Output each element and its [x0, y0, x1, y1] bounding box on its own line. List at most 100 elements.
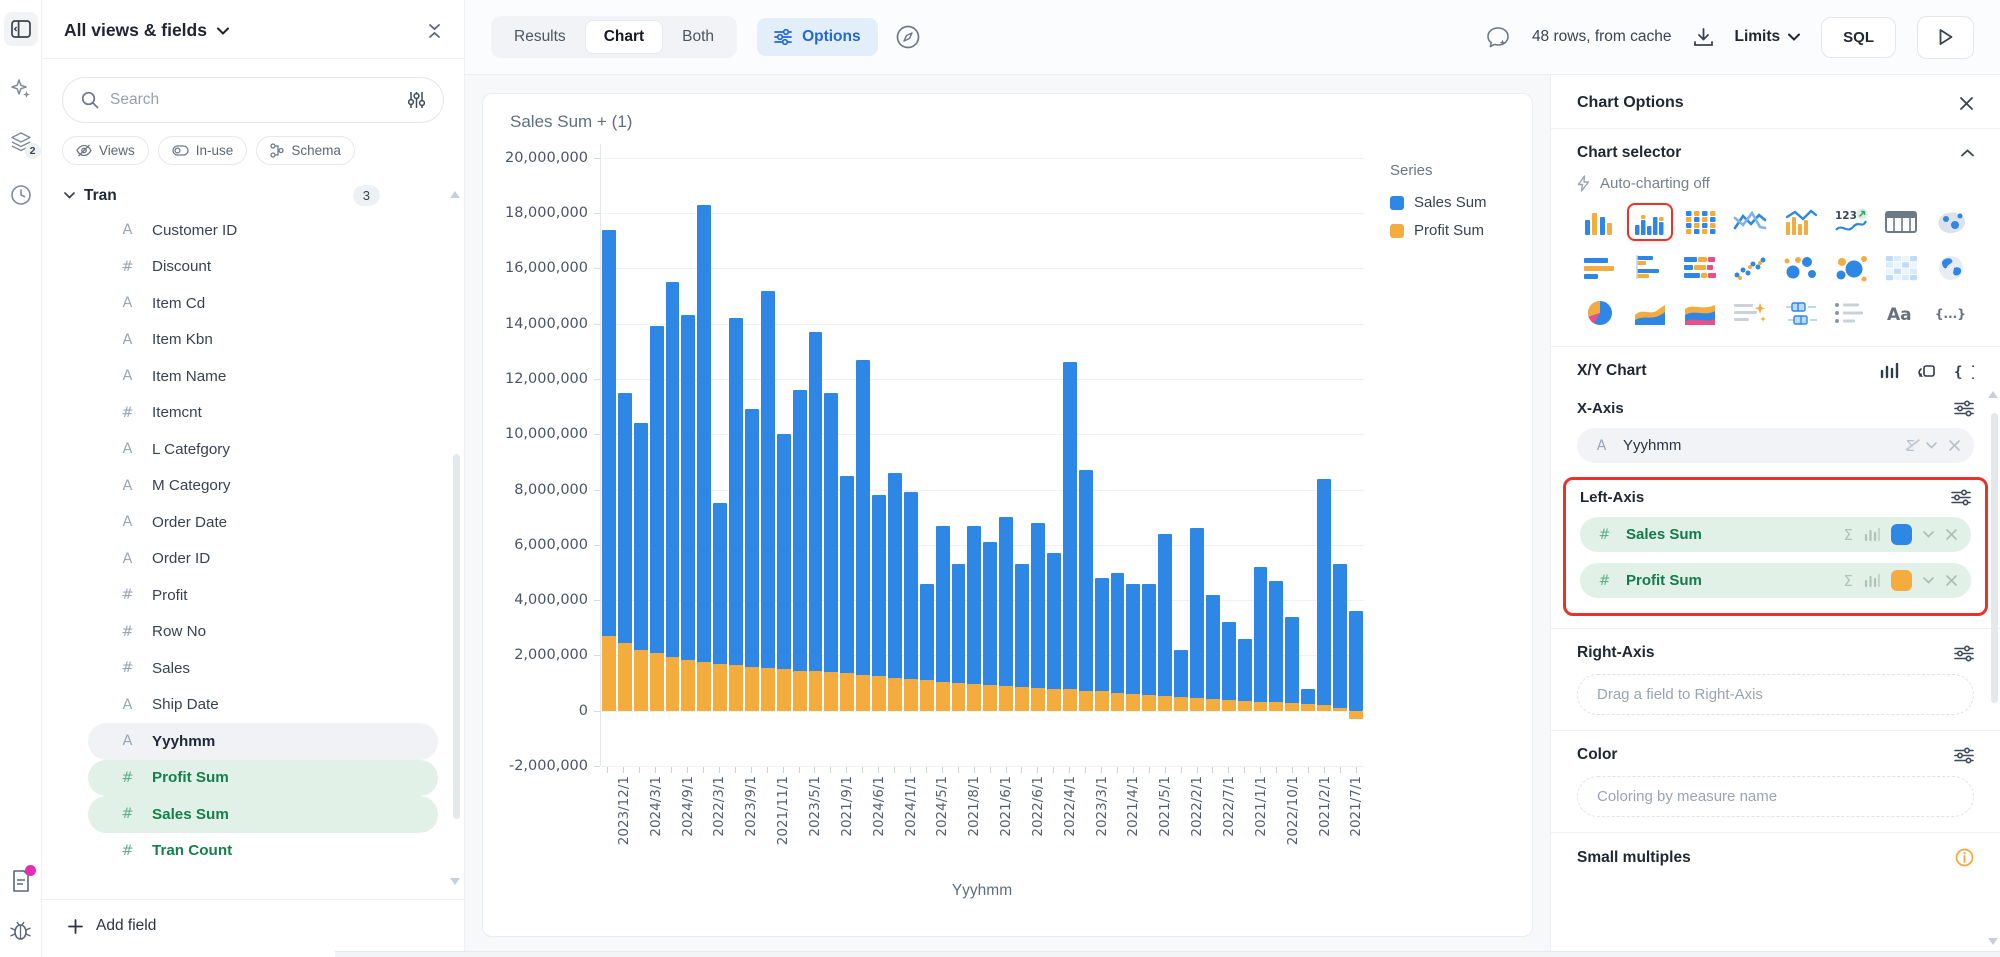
sales-sum-bar[interactable]	[1142, 584, 1156, 711]
profit-sum-bar[interactable]	[1254, 702, 1268, 711]
history-button[interactable]	[10, 184, 32, 206]
field-item-tran-count[interactable]: #Tran Count	[88, 833, 438, 870]
collapse-section-button[interactable]	[1961, 149, 1974, 157]
profit-sum-bar[interactable]	[856, 675, 870, 711]
bar-group-27[interactable]	[1030, 144, 1046, 766]
filter-chip-views[interactable]: Views	[62, 136, 149, 165]
panel-scroll-down[interactable]	[1988, 938, 1998, 945]
field-item-item-cd[interactable]: AItem Cd	[88, 285, 438, 322]
sales-sum-bar[interactable]	[666, 282, 680, 710]
bar-group-37[interactable]	[1189, 144, 1205, 766]
plot-area[interactable]	[600, 144, 1364, 766]
profit-sum-bar[interactable]	[1174, 697, 1188, 711]
add-field-button[interactable]: Add field	[42, 899, 464, 957]
profit-sum-bar[interactable]	[1238, 701, 1252, 711]
chart-type-bar-vertical-icon[interactable]	[1627, 203, 1673, 241]
legend-item-sales-sum[interactable]: Sales Sum	[1390, 194, 1540, 211]
sales-sum-bar[interactable]	[1111, 573, 1125, 711]
profit-sum-bar[interactable]	[920, 680, 934, 710]
sales-sum-bar[interactable]	[761, 291, 775, 711]
bar-group-28[interactable]	[1046, 144, 1062, 766]
profit-sum-bar[interactable]	[952, 683, 966, 711]
filter-chip-in-use[interactable]: In-use	[158, 136, 248, 165]
profit-sum-bar[interactable]	[888, 678, 902, 711]
chart-type-bubble-packed-icon[interactable]	[1830, 250, 1872, 286]
chart-type-pie-icon[interactable]	[1579, 295, 1621, 331]
sales-sum-bar[interactable]	[1254, 567, 1268, 711]
debug-button[interactable]	[9, 919, 32, 941]
views-fields-dropdown[interactable]: All views & fields	[64, 20, 229, 41]
json-braces-icon[interactable]: { }	[1954, 364, 1974, 379]
sales-sum-bar[interactable]	[697, 205, 711, 711]
remove-field-icon[interactable]	[1945, 574, 1958, 587]
chart-type-text-aa-icon[interactable]: Aa	[1880, 295, 1922, 331]
bar-group-39[interactable]	[1221, 144, 1237, 766]
sales-sum-bar[interactable]	[809, 332, 823, 711]
bar-group-23[interactable]	[966, 144, 982, 766]
search-box[interactable]	[62, 77, 444, 123]
profit-sum-bar[interactable]	[1190, 698, 1204, 711]
profit-sum-bar[interactable]	[983, 685, 997, 711]
bar-group-33[interactable]	[1125, 144, 1141, 766]
bar-group-6[interactable]	[696, 144, 712, 766]
sales-sum-bar[interactable]	[999, 517, 1013, 711]
bar-group-4[interactable]	[665, 144, 681, 766]
chart-type-bar-line-combo-icon[interactable]	[1780, 204, 1822, 240]
filter-chip-schema[interactable]: Schema	[256, 136, 355, 165]
profit-sum-bar[interactable]	[1333, 708, 1347, 711]
collapse-all-button[interactable]	[427, 23, 442, 39]
download-icon[interactable]	[1693, 27, 1714, 48]
field-item-order-id[interactable]: AOrder ID	[88, 541, 438, 578]
bar-group-45[interactable]	[1316, 144, 1332, 766]
profit-sum-bar[interactable]	[1285, 703, 1299, 710]
profit-sum-bar[interactable]	[1015, 687, 1029, 711]
layers-button[interactable]: 2	[10, 132, 32, 152]
ai-chat-icon[interactable]	[1486, 26, 1511, 49]
profit-sum-bar[interactable]	[713, 664, 727, 711]
caret-down-icon[interactable]	[1923, 577, 1934, 584]
bar-group-36[interactable]	[1173, 144, 1189, 766]
duplicate-icon[interactable]	[1917, 363, 1936, 380]
sidebar-toggle-button[interactable]	[4, 12, 38, 46]
bar-group-46[interactable]	[1332, 144, 1348, 766]
field-item-profit-sum[interactable]: #Profit Sum	[88, 760, 438, 797]
profit-sum-bar[interactable]	[1222, 700, 1236, 711]
field-item-profit[interactable]: #Profit	[88, 577, 438, 614]
series-color-swatch[interactable]	[1891, 570, 1912, 591]
series-color-swatch[interactable]	[1891, 524, 1912, 545]
caret-down-icon[interactable]	[1926, 442, 1937, 449]
remove-field-icon[interactable]	[1948, 439, 1961, 452]
profit-sum-bar[interactable]	[936, 682, 950, 711]
bar-group-8[interactable]	[728, 144, 744, 766]
chart-type-boxplot-icon[interactable]	[1780, 295, 1822, 331]
profit-sum-bar[interactable]	[777, 669, 791, 710]
bar-group-17[interactable]	[871, 144, 887, 766]
chart-type-pivot-heatmap-icon[interactable]	[1880, 250, 1922, 286]
bar-group-35[interactable]	[1157, 144, 1173, 766]
tab-both[interactable]: Both	[663, 20, 733, 54]
sql-button[interactable]: SQL	[1821, 17, 1896, 58]
profit-sum-bar[interactable]	[809, 671, 823, 710]
profit-sum-bar[interactable]	[999, 686, 1013, 711]
left-axis-field-pill-profit-sum[interactable]: #Profit SumΣ	[1580, 563, 1971, 598]
bar-group-47[interactable]	[1348, 144, 1364, 766]
chart-type-list-icon[interactable]	[1830, 295, 1872, 331]
profit-sum-bar[interactable]	[1111, 693, 1125, 711]
no-aggregate-icon[interactable]: Σ	[1906, 437, 1915, 455]
profit-sum-bar[interactable]	[1317, 705, 1331, 711]
chart-type-bar-horizontal-stacked-icon[interactable]	[1679, 250, 1721, 286]
profit-sum-bar[interactable]	[1126, 694, 1140, 711]
bar-group-10[interactable]	[760, 144, 776, 766]
tab-results[interactable]: Results	[495, 20, 585, 54]
sales-sum-bar[interactable]	[1158, 534, 1172, 711]
sales-sum-bar[interactable]	[1333, 564, 1347, 711]
chart-type-scatter-icon[interactable]	[1729, 250, 1771, 286]
profit-sum-bar[interactable]	[840, 673, 854, 710]
bar-group-41[interactable]	[1253, 144, 1269, 766]
sales-sum-bar[interactable]	[1222, 622, 1236, 710]
filter-sliders-icon[interactable]	[408, 91, 425, 109]
chart-type-bar-stacked-grid-icon[interactable]	[1679, 204, 1721, 240]
bar-style-icon[interactable]	[1864, 528, 1880, 542]
mini-bars-icon[interactable]	[1880, 363, 1899, 379]
right-axis-drop-zone[interactable]: Drag a field to Right-Axis	[1577, 674, 1974, 715]
